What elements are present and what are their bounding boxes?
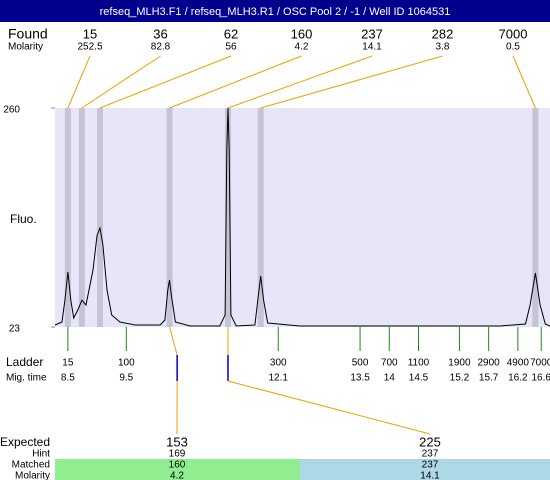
ladder-time: 15.7 (479, 373, 499, 384)
ladder-size: 1900 (448, 358, 471, 369)
ladder-size: 300 (270, 358, 287, 369)
found-molarity: 82.8 (151, 42, 171, 53)
peak-band (224, 108, 231, 327)
ladder-size: 100 (118, 358, 135, 369)
expected-molarity: 14.1 (420, 471, 440, 480)
ladder-size: 7000 (530, 358, 550, 369)
expected-size: 225 (419, 434, 441, 449)
header-title: refseq_MLH3.F1 / refseq_MLH3.R1 / OSC Po… (100, 6, 451, 18)
peak-band (64, 108, 71, 327)
found-callout (512, 55, 536, 109)
match-link (169, 326, 178, 356)
trace (54, 107, 550, 327)
matched-label: Matched (12, 460, 50, 471)
found-molarity: 252.5 (77, 42, 102, 53)
matched-row-left (55, 459, 300, 480)
found-size: 62 (224, 26, 238, 41)
ladder-time: 14.5 (409, 373, 429, 384)
y-tick-label: 23 (9, 324, 21, 335)
found-callout (67, 55, 91, 109)
found-size: 282 (432, 26, 454, 41)
ladder-size: 4900 (507, 358, 530, 369)
peak-band (257, 108, 264, 327)
peak-band (97, 108, 103, 327)
ladder-label: Ladder (6, 355, 43, 369)
matched-row-right (300, 459, 550, 480)
found-callout (227, 55, 373, 109)
found-callout (81, 55, 161, 109)
found-size: 160 (291, 26, 313, 41)
ladder-time: 16.2 (508, 373, 528, 384)
ladder-size: 2900 (478, 358, 501, 369)
ladder-time-label: Mig. time (6, 373, 47, 384)
expected-molarity: 4.2 (170, 471, 184, 480)
plot-area (55, 108, 550, 327)
found-size: 15 (83, 26, 97, 41)
ladder-size: 500 (352, 358, 369, 369)
found-callout (260, 55, 443, 109)
ladder-size: 700 (381, 358, 398, 369)
matched-value: 160 (169, 460, 186, 471)
ladder-time: 14 (384, 373, 396, 384)
found-molarity: 3.8 (436, 42, 450, 53)
found-callout (99, 55, 232, 109)
y-tick-label: 260 (3, 105, 20, 116)
expected-label: Expected (0, 435, 50, 449)
ladder-time: 8.5 (61, 373, 75, 384)
ladder-size: 1100 (408, 358, 430, 369)
y-axis-label: Fluo. (10, 212, 37, 226)
ladder-size: 15 (62, 358, 74, 369)
found-size: 7000 (499, 26, 528, 41)
ladder-time: 16.6 (531, 373, 550, 384)
found-molarity: 56 (225, 42, 237, 53)
peak-band (532, 108, 539, 327)
hint-value: 237 (422, 449, 439, 460)
ladder-time: 15.2 (450, 373, 470, 384)
found-label: Found (8, 26, 48, 42)
found-callout (169, 55, 302, 109)
peak-band (78, 108, 85, 327)
found-molarity: 0.5 (506, 42, 520, 53)
ladder-time: 9.5 (119, 373, 133, 384)
found-size: 36 (153, 26, 167, 41)
expected-link (227, 380, 431, 435)
ladder-time: 12.1 (269, 373, 289, 384)
hint-label: Hint (32, 449, 50, 460)
found-molarity-label: Molarity (8, 42, 43, 53)
expected-molarity-label: Molarity (15, 471, 50, 480)
matched-value: 237 (422, 460, 439, 471)
ladder-time: 13.5 (350, 373, 370, 384)
expected-size: 153 (166, 434, 188, 449)
found-molarity: 14.1 (362, 42, 382, 53)
hint-value: 169 (169, 449, 186, 460)
header-bar (0, 0, 550, 22)
peak-band (166, 108, 173, 327)
found-molarity: 4.2 (295, 42, 309, 53)
found-size: 237 (361, 26, 383, 41)
